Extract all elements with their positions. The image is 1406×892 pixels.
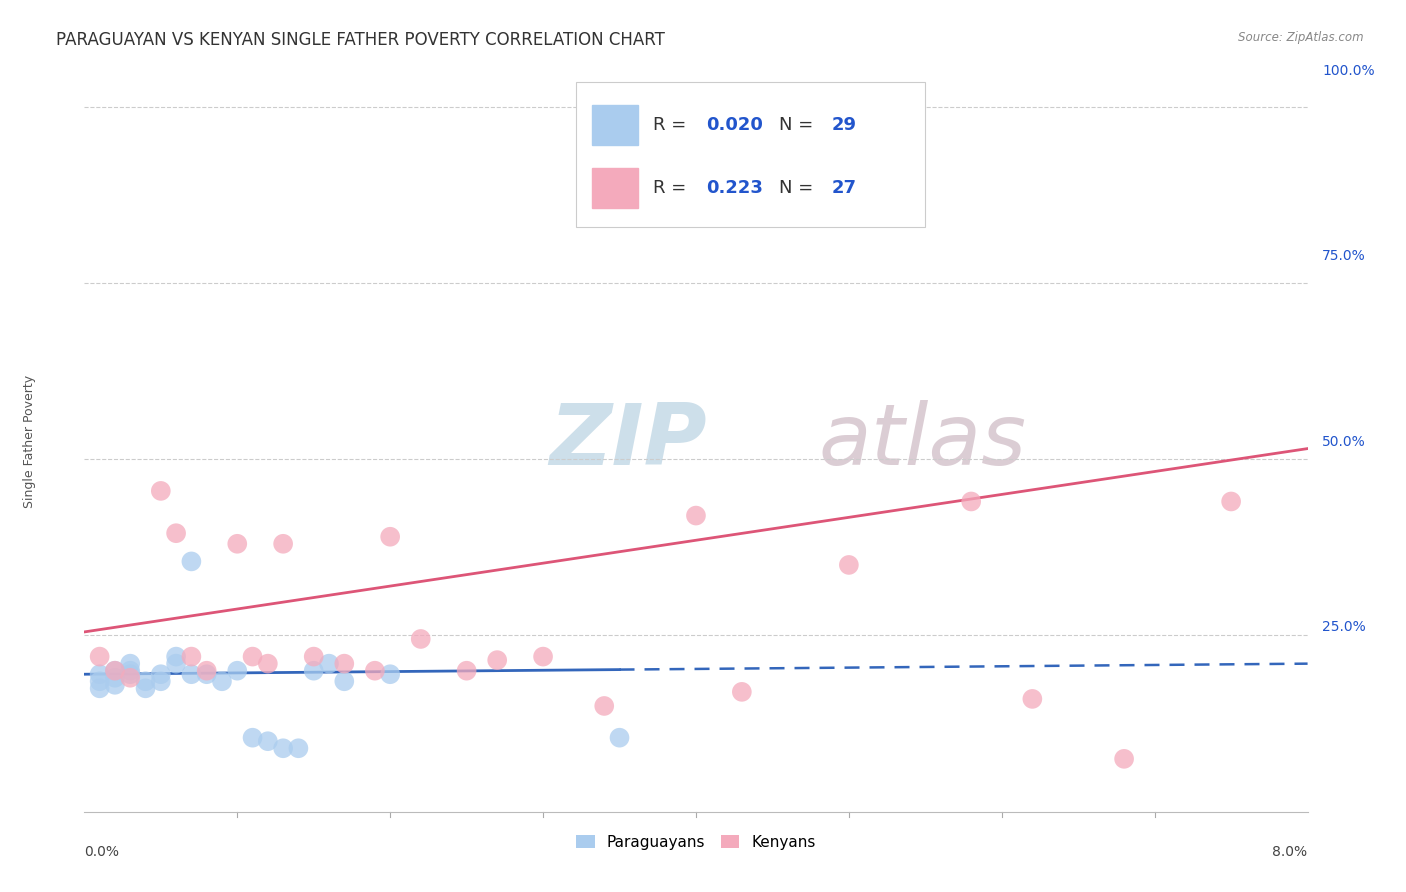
Text: 0.0%: 0.0% [84,845,120,859]
Point [104,664,127,678]
Point [685,508,707,523]
Text: 50.0%: 50.0% [1322,434,1367,449]
Point [838,558,860,572]
Point [149,483,172,498]
Text: Single Father Poverty: Single Father Poverty [22,375,35,508]
Point [180,554,202,568]
Point [333,674,356,689]
Point [318,657,340,671]
Legend: Paraguayans, Kenyans: Paraguayans, Kenyans [571,829,821,856]
Text: 25.0%: 25.0% [1322,620,1367,633]
Point [486,653,509,667]
Point [135,674,157,689]
Point [257,657,280,671]
Point [380,530,402,544]
Text: ZIP: ZIP [550,400,707,483]
Point [731,685,754,699]
Text: PARAGUAYAN VS KENYAN SINGLE FATHER POVERTY CORRELATION CHART: PARAGUAYAN VS KENYAN SINGLE FATHER POVER… [56,31,665,49]
Point [271,537,294,551]
Text: R =: R = [654,179,692,197]
Text: N =: N = [779,116,820,134]
Text: 8.0%: 8.0% [1272,845,1308,859]
Text: Source: ZipAtlas.com: Source: ZipAtlas.com [1239,31,1364,45]
Point [242,731,264,745]
Point [271,741,294,756]
Text: 75.0%: 75.0% [1322,250,1367,263]
Point [333,657,356,671]
Point [456,664,478,678]
Point [287,741,309,756]
Text: N =: N = [779,179,820,197]
FancyBboxPatch shape [576,82,925,227]
Point [1021,692,1043,706]
Point [593,698,616,713]
Point [120,664,142,678]
Point [226,537,249,551]
Point [89,681,111,696]
Point [1114,752,1136,766]
Point [195,667,218,681]
Point [120,657,142,671]
Text: 0.223: 0.223 [706,179,762,197]
Point [1220,494,1243,508]
Point [104,678,127,692]
Text: 100.0%: 100.0% [1322,64,1375,78]
Point [257,734,280,748]
Point [226,664,249,678]
Point [165,649,187,664]
Text: 29: 29 [832,116,856,134]
Point [960,494,983,508]
Text: 27: 27 [832,179,856,197]
Point [180,649,202,664]
Point [180,667,202,681]
Point [302,649,325,664]
Point [242,649,264,664]
Point [149,667,172,681]
Point [165,526,187,541]
Point [531,649,554,664]
Point [364,664,387,678]
Point [89,674,111,689]
Point [89,649,111,664]
Point [104,664,127,678]
Point [120,667,142,681]
Point [409,632,432,646]
Text: 0.020: 0.020 [706,116,762,134]
Text: R =: R = [654,116,692,134]
Point [380,667,402,681]
Text: atlas: atlas [818,400,1026,483]
Point [120,671,142,685]
Point [89,667,111,681]
Point [302,664,325,678]
Point [195,664,218,678]
Point [211,674,233,689]
Point [135,681,157,696]
Bar [592,104,638,145]
Bar [592,168,638,209]
Point [149,674,172,689]
Point [104,671,127,685]
Point [165,657,187,671]
Point [609,731,631,745]
